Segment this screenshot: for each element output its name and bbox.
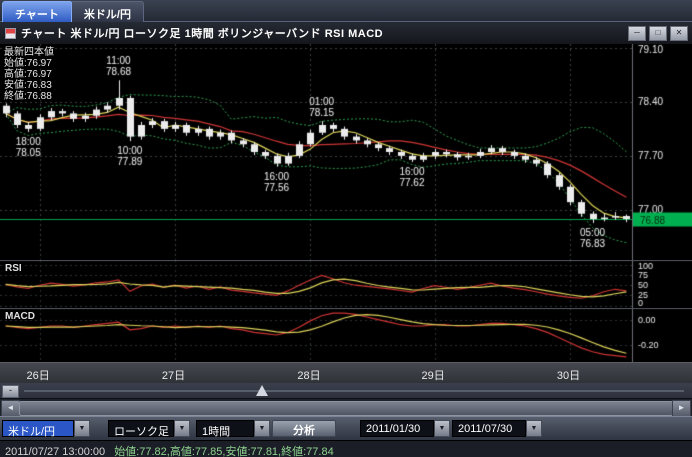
maximize-button[interactable]: □ [649,26,667,41]
timeframe-dropdown[interactable]: 1時間 ▼ [196,420,270,438]
zoom-row: - [0,383,692,398]
chevron-down-icon[interactable]: ▼ [254,420,270,437]
analyze-button[interactable]: 分析 [272,420,336,437]
main-price-chart-canvas[interactable] [0,44,692,260]
x-axis-label: 28日 [297,370,321,382]
chevron-down-icon[interactable]: ▼ [526,420,542,437]
legend-open: 始値:76.97 [4,58,52,69]
window-title: チャート 米ドル/円 ローソク足 1時間 ボリンジャーバンド RSI MACD [21,28,384,40]
close-button[interactable]: ✕ [670,26,688,41]
chevron-down-icon[interactable]: ▼ [174,420,190,437]
tab-bar: チャート 米ドル/円 [0,0,692,22]
title-bar: チャート 米ドル/円 ローソク足 1時間 ボリンジャーバンド RSI MACD … [0,22,692,44]
chevron-down-icon[interactable]: ▼ [74,420,90,437]
status-bar: 2011/07/27 13:00:00 始値:77.82,高値:77.85,安値… [0,440,692,457]
status-ohlc: 始値:77.82,高値:77.85,安値:77.81,終値:77.84 [114,446,334,457]
scroll-right-button[interactable]: ► [672,400,691,417]
date-to-dropdown[interactable]: 2011/07/30 ▼ [452,420,542,437]
zoom-out-button[interactable]: - [2,385,19,398]
chart-type-dropdown[interactable]: ローソク足 ▼ [108,420,190,438]
zoom-slider-thumb[interactable] [256,385,268,396]
chart-icon [5,27,16,39]
chart-scrollbar[interactable]: ◄ ► [0,398,692,417]
zoom-slider-track[interactable] [24,390,684,392]
window-buttons: ─ □ ✕ [628,26,688,41]
date-from-value[interactable]: 2011/01/30 [360,420,434,437]
date-from-dropdown[interactable]: 2011/01/30 ▼ [360,420,450,437]
status-datetime: 2011/07/27 13:00:00 [5,446,106,457]
rsi-chart-canvas[interactable] [0,260,692,308]
latest-ohlc-legend: 最新四本値 始値:76.97 高値:76.97 安値:76.83 終値:76.8… [4,47,54,102]
tab-chart-usdjpy[interactable]: チャート 米ドル/円 [2,1,144,22]
chart-type-value[interactable]: ローソク足 [108,420,174,438]
x-axis-date-strip: 26日 27日 28日 29日 30日 [0,362,692,383]
scroll-left-button[interactable]: ◄ [1,400,20,417]
macd-chart-canvas[interactable] [0,308,692,362]
legend-high: 高値:76.97 [4,69,52,80]
legend-close: 終値:76.88 [4,91,52,102]
legend-title: 最新四本値 [4,47,54,58]
tab-chart-label[interactable]: チャート [2,1,72,22]
x-axis-label: 30日 [556,370,581,382]
x-axis-label: 26日 [26,370,50,382]
macd-panel-label: MACD [5,311,35,322]
tab-pair-label[interactable]: 米ドル/円 [71,1,144,22]
x-axis-label: 29日 [421,370,445,382]
currency-pair-value[interactable]: 米ドル/円 [2,420,74,438]
rsi-panel-label: RSI [5,263,22,274]
scrollbar-thumb[interactable] [19,401,673,416]
date-to-value[interactable]: 2011/07/30 [452,420,526,437]
legend-low: 安値:76.83 [4,80,52,91]
currency-pair-dropdown[interactable]: 米ドル/円 ▼ [2,420,90,438]
chevron-down-icon[interactable]: ▼ [434,420,450,437]
minimize-button[interactable]: ─ [628,26,646,41]
control-bar: 米ドル/円 ▼ ローソク足 ▼ 1時間 ▼ 分析 2011/01/30 ▼ 20… [0,416,692,440]
timeframe-value[interactable]: 1時間 [196,420,254,438]
x-axis-label: 27日 [161,370,186,382]
